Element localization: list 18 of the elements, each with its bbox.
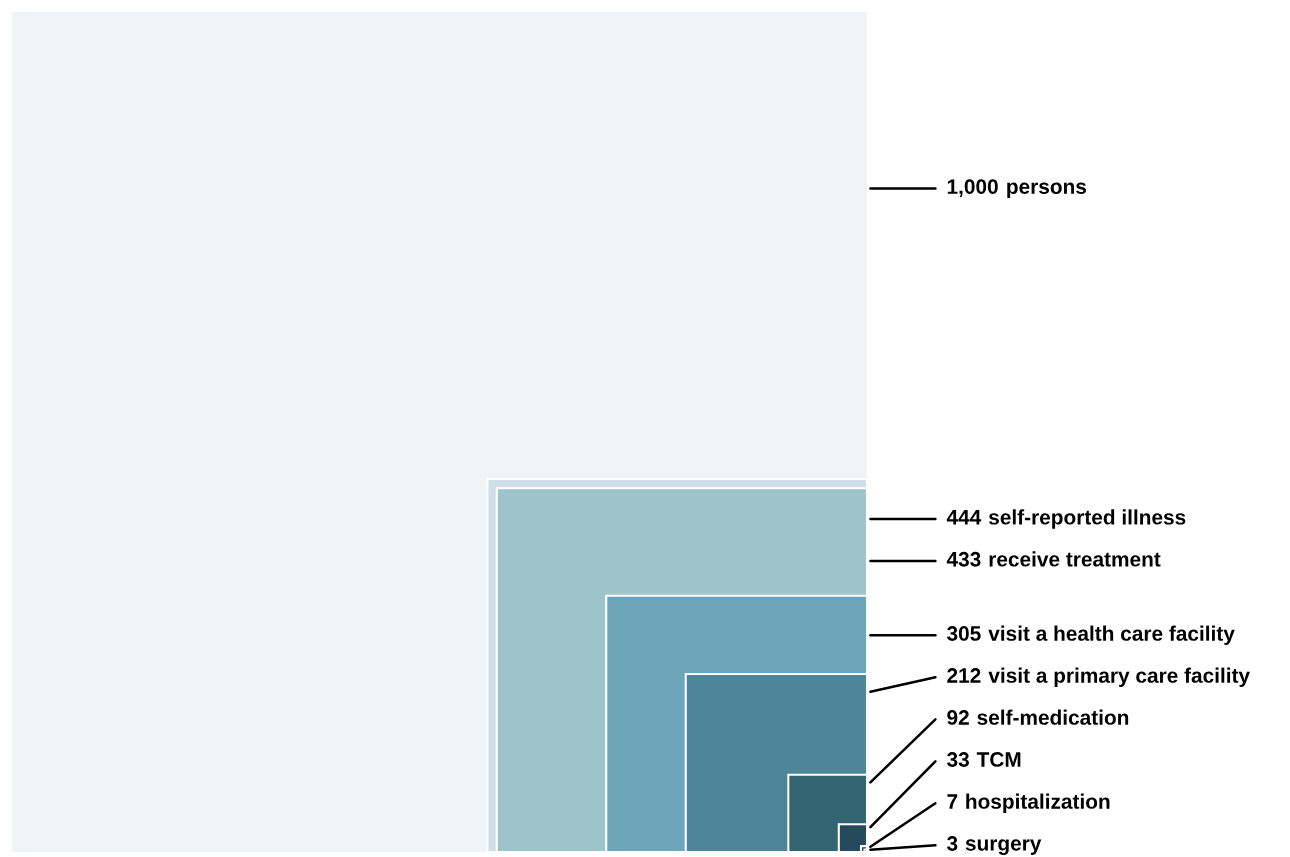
category-label: visit a health care facility (988, 625, 1235, 645)
category-label: persons (1007, 182, 1087, 199)
data-label: 92 (947, 710, 969, 725)
data-label: 33 (946, 752, 969, 767)
data-label: 305 (946, 626, 981, 641)
category-label: visit a primary care facility (988, 667, 1250, 687)
category-label: TCM (976, 752, 1021, 767)
data-label: 444 (946, 510, 982, 525)
data-label: 433 (946, 551, 981, 567)
category-label: surgery (965, 839, 1042, 855)
data-label: 7 (947, 794, 958, 809)
category-label: receive treatment (989, 551, 1161, 567)
data-label: 3 (946, 836, 958, 851)
data-label: 212 (947, 668, 981, 683)
category-label: self-reported illness (988, 509, 1186, 529)
category-label: self-medication (977, 709, 1129, 725)
data-label: 1,000 (947, 179, 998, 198)
category-label: hospitalization (966, 793, 1110, 813)
